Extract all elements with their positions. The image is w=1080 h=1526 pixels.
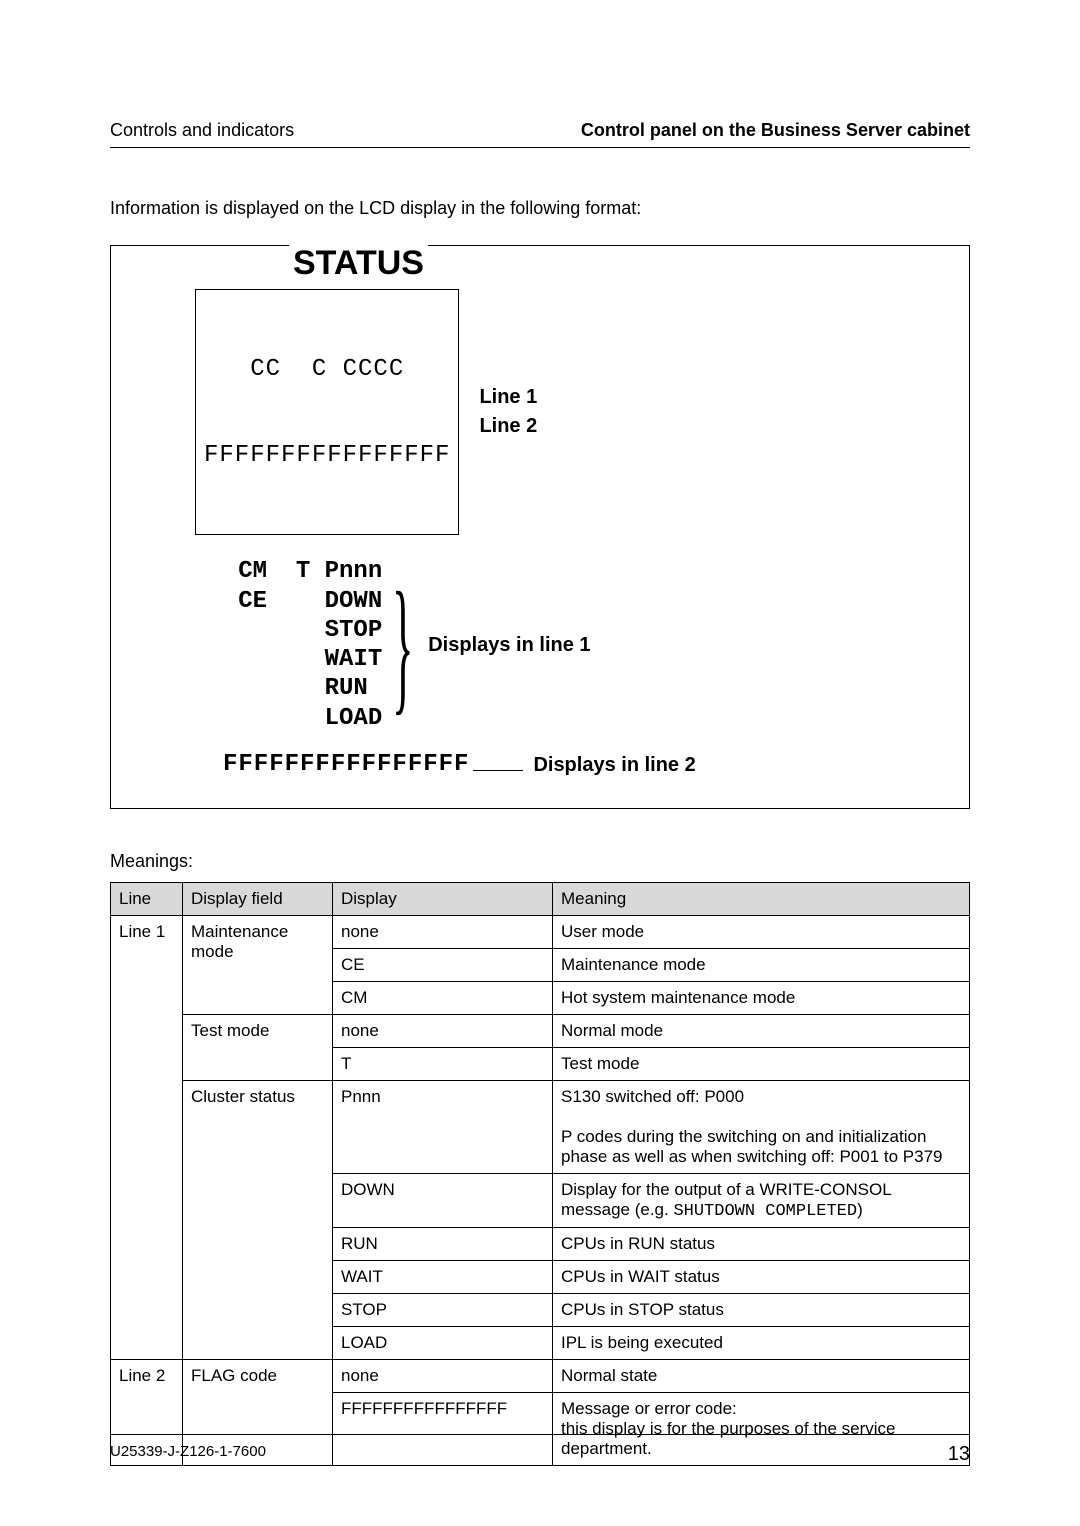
cell-display: Pnnn	[333, 1080, 553, 1173]
meaning-down-code: SHUTDOWN COMPLETED	[673, 1202, 857, 1221]
cell-display: LOAD	[333, 1326, 553, 1359]
displays-line2-code: FFFFFFFFFFFFFFFF	[223, 751, 469, 778]
cell-line1: Line 1	[111, 915, 183, 1359]
table-header-row: Line Display field Display Meaning	[111, 882, 970, 915]
table-row: Line 2 FLAG code none Normal state	[111, 1359, 970, 1392]
meaning-pnnn-a: S130 switched off: P000	[561, 1087, 744, 1106]
intro-text: Information is displayed on the LCD disp…	[110, 198, 970, 219]
status-diagram: STATUS CC C CCCC FFFFFFFFFFFFFFFF Line 1…	[110, 245, 970, 809]
cell-cluster-status: Cluster status	[183, 1080, 333, 1359]
cell-meaning: Display for the output of a WRITE-CONSOL…	[553, 1173, 970, 1227]
status-title: STATUS	[289, 244, 428, 283]
lcd-line-1: CC C CCCC	[204, 356, 450, 385]
cell-meaning: Test mode	[553, 1047, 970, 1080]
lcd-line-2: FFFFFFFFFFFFFFFF	[204, 442, 450, 471]
page-footer: U25339-J-Z126-1-7600 13	[110, 1434, 970, 1466]
cell-maintenance-mode: Maintenance mode	[183, 915, 333, 1014]
header-left-text: Controls and indicators	[110, 120, 294, 141]
cell-meaning: Normal mode	[553, 1014, 970, 1047]
cell-meaning: CPUs in RUN status	[553, 1227, 970, 1260]
displays-line1-codes: CM T Pnnn CE DOWN STOP WAIT RUN LOAD	[195, 557, 382, 733]
table-row: Cluster status Pnnn S130 switched off: P…	[111, 1080, 970, 1173]
cell-display: none	[333, 1359, 553, 1392]
cell-display: CM	[333, 981, 553, 1014]
meanings-table: Line Display field Display Meaning Line …	[110, 882, 970, 1466]
footer-doc-id: U25339-J-Z126-1-7600	[110, 1443, 266, 1466]
th-meaning: Meaning	[553, 882, 970, 915]
cell-display: STOP	[333, 1293, 553, 1326]
cell-display: none	[333, 1014, 553, 1047]
header-right-text: Control panel on the Business Server cab…	[581, 120, 970, 141]
cell-meaning: IPL is being executed	[553, 1326, 970, 1359]
cell-meaning: CPUs in STOP status	[553, 1293, 970, 1326]
label-line-1: Line 1	[479, 383, 537, 412]
cell-display: RUN	[333, 1227, 553, 1260]
cell-meaning: S130 switched off: P000 P codes during t…	[553, 1080, 970, 1173]
displays-line2-label: Displays in line 2	[533, 754, 695, 777]
lcd-frame: CC C CCCC FFFFFFFFFFFFFFFF	[195, 289, 459, 535]
cell-meaning: Maintenance mode	[553, 948, 970, 981]
footer-page-number: 13	[948, 1443, 970, 1466]
page-header: Controls and indicators Control panel on…	[110, 120, 970, 148]
cell-display: none	[333, 915, 553, 948]
displays-line1-label: Displays in line 1	[428, 634, 590, 657]
table-row: Test mode none Normal mode	[111, 1014, 970, 1047]
meanings-label: Meanings:	[110, 851, 970, 872]
cell-meaning: CPUs in WAIT status	[553, 1260, 970, 1293]
label-line-2: Line 2	[479, 412, 537, 441]
curly-brace-icon: }	[392, 578, 414, 713]
cell-display: CE	[333, 948, 553, 981]
meaning-pnnn-b: P codes during the switching on and init…	[561, 1127, 942, 1166]
th-display: Display	[333, 882, 553, 915]
th-field: Display field	[183, 882, 333, 915]
cell-meaning: Normal state	[553, 1359, 970, 1392]
connector-line-icon	[473, 770, 523, 771]
cell-test-mode: Test mode	[183, 1014, 333, 1080]
cell-meaning: User mode	[553, 915, 970, 948]
cell-display: T	[333, 1047, 553, 1080]
meaning-down-c: )	[857, 1200, 863, 1219]
th-line: Line	[111, 882, 183, 915]
table-row: Line 1 Maintenance mode none User mode	[111, 915, 970, 948]
cell-meaning: Hot system maintenance mode	[553, 981, 970, 1014]
cell-display: WAIT	[333, 1260, 553, 1293]
cell-display: DOWN	[333, 1173, 553, 1227]
